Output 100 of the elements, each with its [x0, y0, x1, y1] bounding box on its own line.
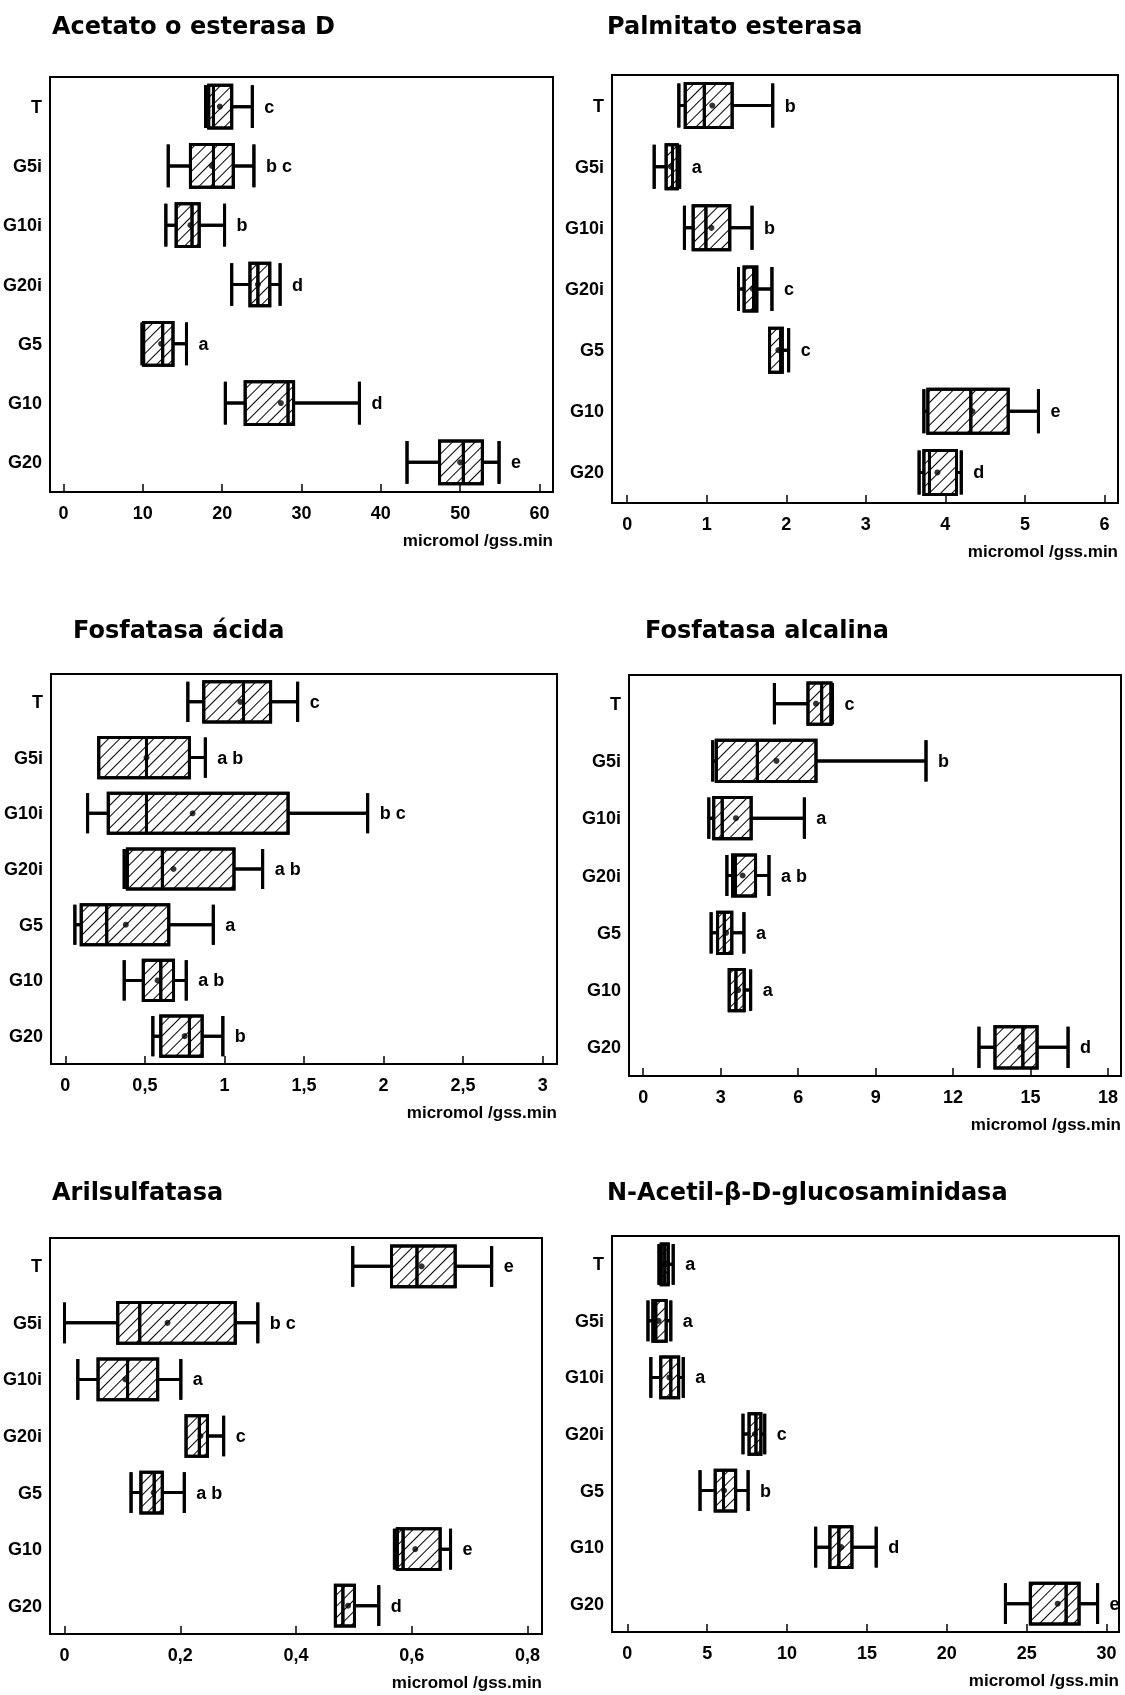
x-tick-label: 18 — [1098, 1087, 1119, 1107]
y-tick-label: T — [593, 1254, 605, 1275]
x-axis-title: micromol /gss.min — [970, 1115, 1121, 1134]
x-tick-label: 6 — [793, 1087, 804, 1107]
x-axis-title: micromol /gss.min — [391, 1673, 542, 1692]
y-tick-label: G20i — [2, 274, 43, 295]
x-tick-label: 0 — [59, 1645, 70, 1665]
annotation: c — [309, 691, 320, 712]
y-tick-label: G20i — [3, 859, 43, 879]
annotation: d — [371, 393, 383, 414]
y-tick-label: G10i — [2, 215, 43, 236]
y-tick-label: G10 — [8, 970, 43, 991]
y-tick-label: G5 — [18, 914, 43, 935]
annotation: c — [235, 1426, 246, 1446]
y-tick-label: G20 — [569, 1593, 605, 1614]
annotation: b — [784, 95, 796, 116]
annotation: d — [973, 462, 985, 483]
x-tick-label: 50 — [450, 503, 471, 523]
y-tick-label: G10i — [564, 217, 605, 238]
annotation: e — [1050, 401, 1061, 422]
y-tick-label: G20i — [564, 279, 605, 299]
y-tick-label: G10i — [2, 1369, 43, 1390]
y-tick-label: G5 — [580, 340, 605, 361]
annotation: a — [755, 922, 767, 943]
annotation: c — [800, 340, 811, 361]
y-tick-label: G5i — [591, 750, 621, 771]
x-tick-label: 1,5 — [291, 1075, 317, 1095]
annotation: e — [503, 1256, 514, 1277]
y-tick-label: T — [593, 95, 605, 116]
x-tick-label: 3 — [537, 1075, 548, 1095]
x-tick-label: 0 — [622, 514, 633, 534]
y-tick-label: G20 — [8, 1026, 43, 1047]
chart-title: Acetato o esterasa D — [52, 12, 336, 40]
x-axis-title: micromol /gss.min — [968, 1671, 1119, 1690]
x-tick-label: 10 — [777, 1643, 798, 1663]
y-tick-label: G10 — [569, 401, 605, 422]
y-tick-label: G10 — [586, 980, 621, 1001]
annotation: b — [234, 1026, 246, 1047]
annotation: b c — [379, 803, 406, 824]
x-tick-label: 5 — [1019, 514, 1030, 534]
chart-title: N-Acetil-β-D-glucosaminidasa — [607, 1178, 1008, 1206]
x-tick-label: 2,5 — [450, 1075, 476, 1095]
y-tick-label: G20 — [586, 1037, 621, 1058]
x-tick-label: 0 — [58, 503, 69, 523]
x-tick-label: 30 — [291, 503, 312, 523]
x-tick-label: 9 — [870, 1087, 881, 1107]
chart-title: Palmitato esterasa — [607, 12, 863, 40]
y-tick-label: T — [31, 96, 43, 117]
y-tick-label: G5i — [13, 1312, 43, 1333]
y-tick-label: G10 — [7, 393, 43, 414]
x-tick-label: 0 — [60, 1075, 71, 1095]
annotation: d — [390, 1595, 402, 1616]
annotation: b — [236, 215, 248, 236]
y-tick-label: T — [610, 693, 621, 714]
annotation: a — [695, 1367, 707, 1388]
x-tick-label: 2 — [781, 514, 792, 534]
annotation: b c — [265, 155, 292, 176]
annotation: c — [783, 279, 794, 299]
annotation: a b — [217, 747, 244, 768]
annotation: d — [292, 274, 304, 295]
annotation: b — [938, 750, 950, 771]
y-tick-label: G10i — [3, 803, 43, 824]
y-tick-label: G20i — [564, 1424, 605, 1444]
y-tick-label: G5 — [18, 1482, 43, 1503]
y-tick-label: G10i — [564, 1367, 605, 1388]
annotation: a b — [780, 865, 807, 886]
x-tick-label: 0 — [622, 1643, 633, 1663]
y-tick-label: G20i — [2, 1426, 43, 1446]
y-tick-label: G5i — [575, 1310, 605, 1331]
x-tick-label: 0,4 — [283, 1645, 309, 1665]
annotation: e — [1109, 1593, 1120, 1614]
y-tick-label: G10i — [581, 808, 621, 829]
x-tick-label: 0,6 — [399, 1645, 425, 1665]
chart-title: Fosfatasa ácida — [73, 616, 285, 644]
y-tick-label: G5i — [13, 747, 43, 768]
x-tick-label: 1 — [701, 514, 712, 534]
annotation: e — [462, 1539, 473, 1560]
y-tick-label: G10 — [569, 1537, 605, 1558]
chart-title: Arilsulfatasa — [52, 1178, 224, 1206]
annotation: a — [816, 808, 828, 829]
annotation: a — [685, 1254, 697, 1275]
x-tick-label: 25 — [1016, 1643, 1037, 1663]
x-tick-label: 15 — [1020, 1087, 1041, 1107]
x-tick-label: 30 — [1096, 1643, 1117, 1663]
annotation: b c — [269, 1312, 296, 1333]
y-tick-label: T — [32, 691, 43, 712]
annotation: a b — [274, 859, 301, 879]
chart-title: Fosfatasa alcalina — [645, 616, 889, 644]
x-tick-label: 0 — [638, 1087, 649, 1107]
annotation: c — [264, 96, 275, 117]
x-tick-label: 40 — [370, 503, 391, 523]
x-tick-label: 10 — [132, 503, 153, 523]
y-tick-label: G5 — [596, 922, 621, 943]
annotation: a b — [198, 970, 225, 991]
annotation: c — [844, 693, 855, 714]
annotation: a — [691, 156, 703, 177]
x-tick-label: 0,5 — [132, 1075, 158, 1095]
x-axis-title: micromol /gss.min — [402, 531, 553, 550]
y-tick-label: G5 — [580, 1480, 605, 1501]
annotation: d — [1080, 1037, 1092, 1058]
